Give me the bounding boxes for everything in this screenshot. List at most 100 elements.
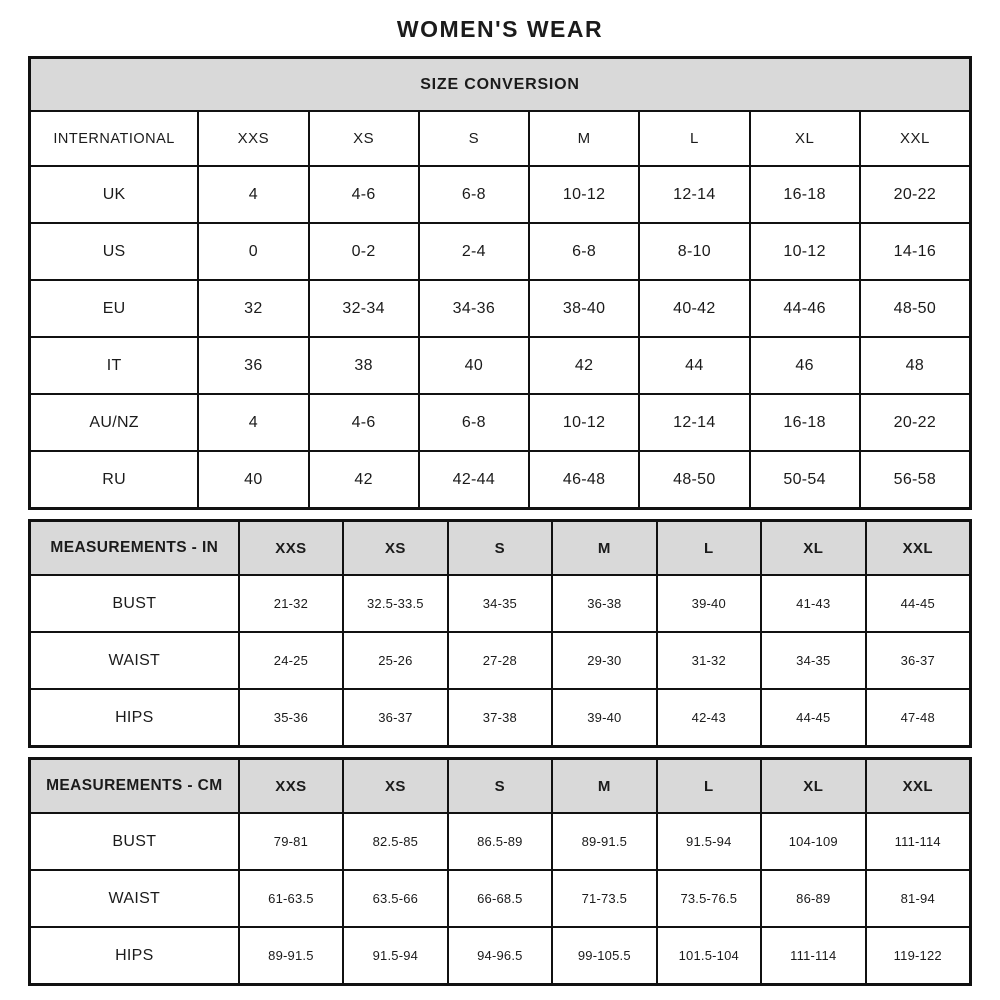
table-cell: 20-22 [859, 166, 970, 223]
table-cell: 61-63.5 [238, 870, 344, 927]
table-cell: 34-35 [447, 575, 553, 632]
column-header: S [447, 521, 553, 575]
table-cell: 91.5-94 [343, 927, 448, 984]
table-cell: 20-22 [859, 394, 970, 451]
table-cell: 24-25 [238, 632, 344, 689]
table-cell: 21-32 [238, 575, 344, 632]
column-header: XXS [238, 759, 344, 813]
table-cell: 16-18 [749, 394, 860, 451]
measurements-cm-table: MEASUREMENTS - CM XXS XS S M L XL XXL BUST 79-81 8… [28, 757, 972, 986]
table-cell: 94-96.5 [447, 927, 553, 984]
row-header-title: MEASUREMENTS - CM [30, 759, 239, 813]
column-header: M [552, 521, 657, 575]
table-cell: 36-38 [552, 575, 657, 632]
table-cell: 50-54 [749, 451, 860, 508]
table-cell: 42 [308, 451, 419, 508]
table-cell: 48-50 [639, 451, 750, 508]
table-cell: 36-37 [865, 632, 970, 689]
table-cell: 42-44 [418, 451, 529, 508]
table-cell: 6-8 [418, 394, 529, 451]
column-header: XXL [865, 521, 970, 575]
table-cell: 86-89 [761, 870, 866, 927]
column-header: XS [308, 111, 419, 166]
row-label: IT [30, 337, 199, 394]
table-cell: 44 [639, 337, 750, 394]
table-cell: 6-8 [418, 166, 529, 223]
table-cell: 56-58 [859, 451, 970, 508]
column-header: XL [761, 759, 866, 813]
table-cell: 16-18 [749, 166, 860, 223]
column-header: XS [343, 521, 448, 575]
table-cell: 36 [198, 337, 309, 394]
column-header: L [639, 111, 750, 166]
row-label: WAIST [30, 870, 239, 927]
column-header: XS [343, 759, 448, 813]
column-header: M [552, 759, 657, 813]
table-cell: 44-45 [761, 689, 866, 746]
table-cell: 38-40 [529, 280, 640, 337]
table-cell: 91.5-94 [656, 813, 762, 870]
table-cell: 111-114 [761, 927, 866, 984]
row-label: EU [30, 280, 199, 337]
table-cell: 37-38 [447, 689, 553, 746]
table-cell: 119-122 [865, 927, 970, 984]
table-cell: 89-91.5 [552, 813, 657, 870]
size-guide-page: WOMEN'S WEAR SIZE CONVERSION INTERNATIONA… [28, 16, 972, 986]
table-cell: 32 [198, 280, 309, 337]
row-header-title: MEASUREMENTS - IN [30, 521, 239, 575]
table-cell: 47-48 [865, 689, 970, 746]
table-cell: 14-16 [859, 223, 970, 280]
table-cell: 39-40 [656, 575, 762, 632]
table-cell: 4 [198, 394, 309, 451]
row-label: UK [30, 166, 199, 223]
table-cell: 66-68.5 [447, 870, 553, 927]
table-cell: 40 [198, 451, 309, 508]
table-cell: 42 [529, 337, 640, 394]
table-cell: 82.5-85 [343, 813, 448, 870]
column-header: L [656, 521, 762, 575]
table-cell: 38 [308, 337, 419, 394]
table-cell: 40-42 [639, 280, 750, 337]
table-cell: 81-94 [865, 870, 970, 927]
table-cell: 48 [859, 337, 970, 394]
table-cell: 12-14 [639, 394, 750, 451]
row-label: WAIST [30, 632, 239, 689]
table-cell: 71-73.5 [552, 870, 657, 927]
table-cell: 10-12 [529, 394, 640, 451]
table-cell: 4-6 [308, 166, 419, 223]
column-header: XXS [238, 521, 344, 575]
column-header: XXS [198, 111, 309, 166]
table-cell: 63.5-66 [343, 870, 448, 927]
table-cell: 31-32 [656, 632, 762, 689]
table-cell: 36-37 [343, 689, 448, 746]
table-cell: 10-12 [749, 223, 860, 280]
table-cell: 89-91.5 [238, 927, 344, 984]
row-label: BUST [30, 575, 239, 632]
table-cell: 0-2 [308, 223, 419, 280]
table-cell: 32.5-33.5 [343, 575, 448, 632]
column-header: L [656, 759, 762, 813]
row-header-title: INTERNATIONAL [30, 111, 199, 166]
table-cell: 32-34 [308, 280, 419, 337]
column-header: S [418, 111, 529, 166]
page-title: WOMEN'S WEAR [396, 16, 604, 42]
table-cell: 25-26 [343, 632, 448, 689]
table-cell: 35-36 [238, 689, 344, 746]
table-cell: 42-43 [656, 689, 762, 746]
table-cell: 29-30 [552, 632, 657, 689]
table-cell: 12-14 [639, 166, 750, 223]
row-label: RU [30, 451, 199, 508]
table-cell: 46 [749, 337, 860, 394]
table-cell: 39-40 [552, 689, 657, 746]
row-label: HIPS [30, 689, 239, 746]
table-cell: 48-50 [859, 280, 970, 337]
table-cell: 27-28 [447, 632, 553, 689]
table-cell: 44-46 [749, 280, 860, 337]
table-cell: 6-8 [529, 223, 640, 280]
row-label: BUST [30, 813, 239, 870]
table-cell: 79-81 [238, 813, 344, 870]
measurements-in-table: MEASUREMENTS - IN XXS XS S M L XL XXL BUST 21-32 3… [28, 519, 972, 748]
table-cell: 0 [198, 223, 309, 280]
table-cell: 2-4 [418, 223, 529, 280]
table-cell: 111-114 [865, 813, 970, 870]
